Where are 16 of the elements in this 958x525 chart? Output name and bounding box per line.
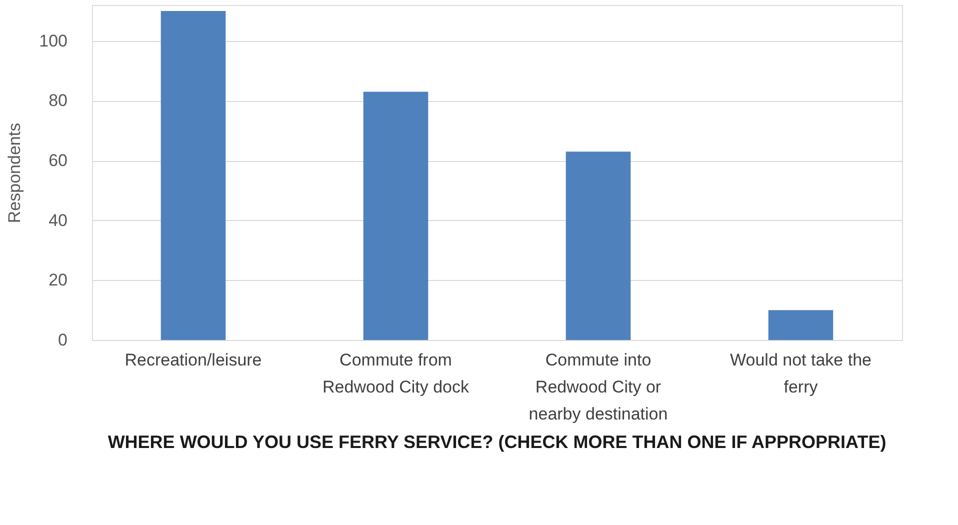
y-tick-label: 60 <box>48 151 68 170</box>
x-tick-label: Commute from Redwood City dock <box>322 350 470 396</box>
bar <box>566 152 631 340</box>
y-tick-label: 40 <box>48 210 68 230</box>
x-tick-label: Commute into Redwood City or nearby destination <box>528 350 668 424</box>
bar <box>363 92 428 340</box>
y-tick-label: 0 <box>58 330 68 350</box>
x-tick-label: Would not take the ferry <box>730 350 872 396</box>
bar <box>768 310 834 340</box>
y-tick-label: 100 <box>39 31 68 50</box>
text: WHERE WOULD YOU USE FERRY SERVICE? (CHECK MORE THAN ONE IF APPROPRIATE) <box>108 432 886 452</box>
y-tick-label: 80 <box>48 91 68 110</box>
bar <box>160 10 226 340</box>
y-tick-label: 20 <box>48 270 68 290</box>
x-tick-label: Recreation/leisure <box>124 350 262 370</box>
y-axis-title: Respondents <box>5 122 24 224</box>
